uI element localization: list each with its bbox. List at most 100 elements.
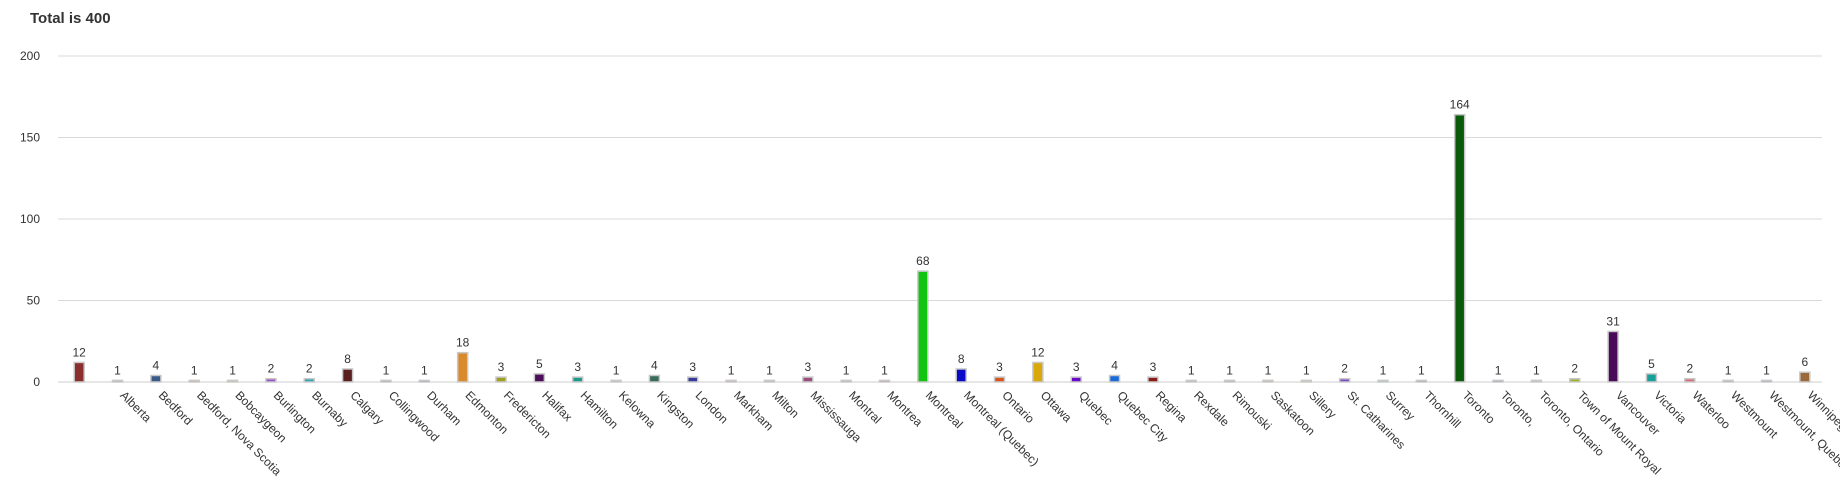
y-tick-label: 200 bbox=[20, 49, 40, 63]
data-label: 1 bbox=[1226, 363, 1233, 377]
data-label: 1 bbox=[191, 363, 198, 377]
bar[interactable] bbox=[993, 376, 1006, 383]
data-label: 1 bbox=[421, 363, 428, 377]
x-tick-label: Surrey bbox=[1383, 388, 1418, 423]
data-label: 4 bbox=[651, 358, 658, 372]
x-tick-label: Bedford bbox=[156, 388, 196, 428]
data-label: 3 bbox=[1150, 360, 1157, 374]
data-label: 5 bbox=[1648, 357, 1655, 371]
x-tick-label: Montral bbox=[846, 388, 884, 426]
bar[interactable] bbox=[802, 376, 814, 383]
data-label: 164 bbox=[1450, 98, 1470, 112]
data-label: 4 bbox=[1111, 358, 1118, 372]
data-label: 1 bbox=[843, 363, 850, 377]
data-label: 8 bbox=[344, 352, 351, 366]
data-label: 1 bbox=[881, 363, 888, 377]
data-label: 31 bbox=[1606, 314, 1620, 328]
x-tick-label: Montrea bbox=[884, 388, 925, 429]
x-tick-label: Markham bbox=[731, 388, 776, 433]
bar[interactable] bbox=[1032, 361, 1044, 383]
x-tick-label: Montreal (Quebec) bbox=[961, 388, 1042, 469]
bar[interactable] bbox=[456, 351, 469, 383]
bar[interactable] bbox=[917, 270, 929, 383]
x-tick-label: Alberta bbox=[117, 388, 154, 425]
data-label: 6 bbox=[1801, 355, 1808, 369]
data-label: 68 bbox=[916, 254, 930, 268]
data-label: 1 bbox=[1763, 363, 1770, 377]
bars bbox=[73, 113, 1811, 383]
data-label: 3 bbox=[498, 360, 505, 374]
data-label: 1 bbox=[114, 363, 121, 377]
y-tick-label: 150 bbox=[20, 131, 40, 145]
x-tick-label: Thornhill bbox=[1421, 388, 1463, 430]
data-label: 1 bbox=[1265, 363, 1272, 377]
data-label: 2 bbox=[1341, 362, 1348, 376]
bar[interactable] bbox=[533, 373, 546, 383]
x-tick-label: Calgary bbox=[347, 388, 386, 427]
bar[interactable] bbox=[341, 368, 354, 383]
x-tick-label: Victoria bbox=[1651, 388, 1689, 426]
x-tick-label: Rexdale bbox=[1191, 388, 1232, 429]
bar[interactable] bbox=[1799, 371, 1811, 383]
data-label: 12 bbox=[1031, 345, 1045, 359]
data-label: 1 bbox=[613, 363, 620, 377]
y-axis-ticks: 0 50 100 150 200 bbox=[20, 49, 40, 389]
bar[interactable] bbox=[495, 376, 507, 383]
data-label: 2 bbox=[1686, 362, 1693, 376]
x-tick-label: Waterloo bbox=[1690, 388, 1734, 432]
bar[interactable] bbox=[686, 376, 699, 383]
y-tick-label: 0 bbox=[33, 375, 40, 389]
x-tick-label: London bbox=[693, 388, 731, 426]
bar[interactable] bbox=[1453, 113, 1466, 383]
data-label: 1 bbox=[1303, 363, 1310, 377]
x-tick-label: Toronto bbox=[1460, 388, 1498, 426]
data-label: 18 bbox=[456, 336, 470, 350]
bar[interactable] bbox=[150, 374, 162, 383]
bar[interactable] bbox=[73, 361, 85, 383]
data-label: 1 bbox=[229, 363, 236, 377]
chart-title: Total is 400 bbox=[30, 10, 111, 27]
x-tick-label: Milton bbox=[769, 388, 802, 421]
data-label: 3 bbox=[996, 360, 1003, 374]
bar[interactable] bbox=[648, 374, 661, 383]
bar[interactable] bbox=[1147, 376, 1159, 383]
data-label: 1 bbox=[728, 363, 735, 377]
data-label: 8 bbox=[958, 352, 965, 366]
x-tick-label: Kelowna bbox=[616, 388, 659, 431]
data-label: 5 bbox=[536, 357, 543, 371]
grid-lines bbox=[58, 55, 1822, 383]
data-label: 1 bbox=[1725, 363, 1732, 377]
x-tick-label: Kingston bbox=[654, 388, 697, 431]
x-tick-label: Halifax bbox=[539, 388, 575, 424]
data-label: 1 bbox=[383, 363, 390, 377]
x-tick-label: Ottawa bbox=[1038, 388, 1075, 425]
x-tick-label: Toronto, Ontario bbox=[1536, 388, 1607, 459]
bar[interactable] bbox=[571, 376, 584, 383]
data-label: 3 bbox=[689, 360, 696, 374]
bar[interactable] bbox=[1607, 330, 1619, 383]
x-tick-label: Rimouski bbox=[1229, 388, 1274, 433]
data-label: 1 bbox=[1418, 363, 1425, 377]
data-label: 2 bbox=[1571, 362, 1578, 376]
bar[interactable] bbox=[1108, 374, 1121, 383]
bar[interactable] bbox=[955, 368, 967, 383]
data-label: 1 bbox=[1380, 363, 1387, 377]
data-label: 3 bbox=[574, 360, 581, 374]
data-label: 4 bbox=[153, 358, 160, 372]
x-tick-label: Toronto, bbox=[1498, 388, 1539, 429]
bar[interactable] bbox=[1070, 376, 1082, 383]
y-tick-label: 50 bbox=[27, 294, 41, 308]
data-label: 3 bbox=[1073, 360, 1080, 374]
data-label: 1 bbox=[766, 363, 773, 377]
x-tick-label: Montreal bbox=[923, 388, 966, 431]
data-label: 1 bbox=[1495, 363, 1502, 377]
x-tick-label: Quebec bbox=[1076, 388, 1116, 428]
data-label: 3 bbox=[804, 360, 811, 374]
x-tick-label: Regina bbox=[1153, 388, 1190, 425]
data-label: 12 bbox=[72, 345, 86, 359]
y-tick-label: 100 bbox=[20, 212, 40, 226]
bar[interactable] bbox=[1645, 373, 1658, 383]
x-tick-label: Sillery bbox=[1306, 388, 1339, 421]
